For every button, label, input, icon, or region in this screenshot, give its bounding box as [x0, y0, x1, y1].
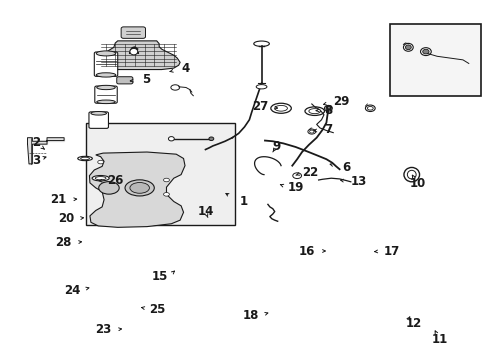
Bar: [86, 123, 234, 225]
Text: 3: 3: [32, 154, 40, 167]
Ellipse shape: [78, 156, 92, 161]
Ellipse shape: [96, 73, 116, 77]
Text: 23: 23: [96, 323, 112, 336]
Ellipse shape: [308, 109, 320, 114]
Ellipse shape: [125, 180, 154, 196]
Ellipse shape: [97, 100, 115, 104]
Ellipse shape: [407, 170, 415, 179]
Ellipse shape: [420, 48, 430, 55]
Ellipse shape: [292, 173, 301, 179]
Text: 1: 1: [239, 195, 247, 208]
Ellipse shape: [170, 85, 179, 90]
Ellipse shape: [96, 51, 116, 56]
Text: 10: 10: [408, 177, 425, 190]
Ellipse shape: [92, 176, 109, 181]
Text: 24: 24: [63, 284, 80, 297]
Ellipse shape: [98, 160, 103, 164]
Text: 20: 20: [59, 212, 75, 225]
Text: 15: 15: [151, 270, 167, 283]
Text: 17: 17: [383, 244, 399, 257]
Text: 2: 2: [32, 136, 40, 149]
Ellipse shape: [403, 167, 419, 182]
Ellipse shape: [91, 112, 106, 115]
Ellipse shape: [130, 48, 138, 55]
Text: 27: 27: [251, 100, 267, 113]
Ellipse shape: [95, 177, 106, 180]
Polygon shape: [96, 41, 180, 69]
Text: 14: 14: [197, 205, 213, 218]
Text: 19: 19: [287, 181, 303, 194]
Ellipse shape: [256, 85, 266, 89]
Ellipse shape: [365, 105, 374, 112]
Ellipse shape: [270, 103, 291, 113]
Ellipse shape: [163, 193, 169, 196]
FancyBboxPatch shape: [117, 77, 133, 84]
Ellipse shape: [305, 107, 324, 116]
Ellipse shape: [307, 129, 315, 134]
FancyBboxPatch shape: [94, 52, 118, 76]
Ellipse shape: [130, 183, 149, 193]
Text: 18: 18: [242, 309, 259, 322]
Text: 6: 6: [341, 161, 349, 174]
Text: 5: 5: [142, 73, 150, 86]
Ellipse shape: [81, 157, 89, 160]
Text: 26: 26: [107, 174, 123, 187]
Text: 13: 13: [350, 175, 366, 188]
Ellipse shape: [163, 178, 169, 182]
Text: 4: 4: [181, 62, 189, 75]
Text: 9: 9: [271, 140, 280, 153]
FancyBboxPatch shape: [95, 86, 117, 103]
Text: 29: 29: [332, 95, 349, 108]
Ellipse shape: [403, 43, 412, 51]
FancyBboxPatch shape: [89, 112, 108, 129]
Ellipse shape: [97, 85, 115, 90]
Ellipse shape: [208, 137, 213, 140]
Text: 25: 25: [149, 303, 165, 316]
Ellipse shape: [422, 49, 428, 54]
Text: 22: 22: [302, 166, 318, 179]
Ellipse shape: [324, 105, 331, 111]
Bar: [389, 24, 481, 96]
Text: 11: 11: [430, 333, 447, 346]
Ellipse shape: [309, 130, 313, 133]
Ellipse shape: [168, 136, 174, 141]
Ellipse shape: [274, 105, 287, 111]
Ellipse shape: [366, 107, 372, 110]
Polygon shape: [27, 138, 64, 164]
Ellipse shape: [405, 45, 410, 50]
Ellipse shape: [253, 41, 269, 46]
Ellipse shape: [99, 181, 119, 194]
FancyBboxPatch shape: [121, 27, 145, 39]
Polygon shape: [89, 152, 184, 227]
Text: 8: 8: [324, 104, 331, 117]
Text: 12: 12: [405, 317, 421, 330]
Text: 7: 7: [324, 123, 331, 136]
Text: 28: 28: [55, 236, 71, 249]
Text: 21: 21: [50, 193, 66, 206]
Ellipse shape: [325, 107, 330, 110]
Text: 16: 16: [298, 244, 315, 257]
